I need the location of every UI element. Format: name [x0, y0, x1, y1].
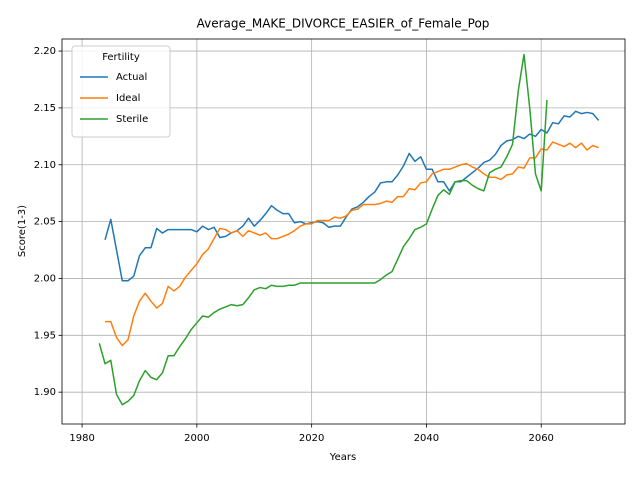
x-axis-label: Years — [329, 452, 356, 463]
y-tick-label: 2.10 — [34, 160, 56, 171]
legend-label: Ideal — [116, 93, 140, 104]
x-tick-label: 2040 — [414, 433, 439, 444]
y-tick-label: 2.20 — [34, 46, 56, 57]
chart-title: Average_MAKE_DIVORCE_EASIER_of_Female_Po… — [197, 17, 490, 31]
series-line — [105, 141, 599, 347]
legend-box — [71, 45, 171, 138]
legend-label: Actual — [116, 72, 147, 83]
x-tick-label: 2060 — [528, 433, 553, 444]
y-tick-label: 2.05 — [34, 217, 56, 228]
x-tick-label: 1980 — [69, 433, 94, 444]
legend: Fertility Actual Ideal Sterile — [71, 45, 171, 138]
x-tick-label: 2020 — [299, 433, 324, 444]
y-tick-label: 2.15 — [34, 103, 56, 114]
y-axis-label: Score(1-3) — [17, 205, 28, 257]
series-line — [98, 53, 548, 406]
y-tick-label: 2.00 — [34, 273, 56, 284]
y-tick-label: 1.90 — [34, 387, 56, 398]
y-tick-label: 1.95 — [34, 330, 56, 341]
legend-label: Sterile — [116, 114, 148, 125]
legend-title: Fertility — [102, 52, 140, 63]
plot-frame — [61, 38, 626, 425]
series-line — [104, 110, 600, 282]
x-tick-label: 2000 — [184, 433, 209, 444]
